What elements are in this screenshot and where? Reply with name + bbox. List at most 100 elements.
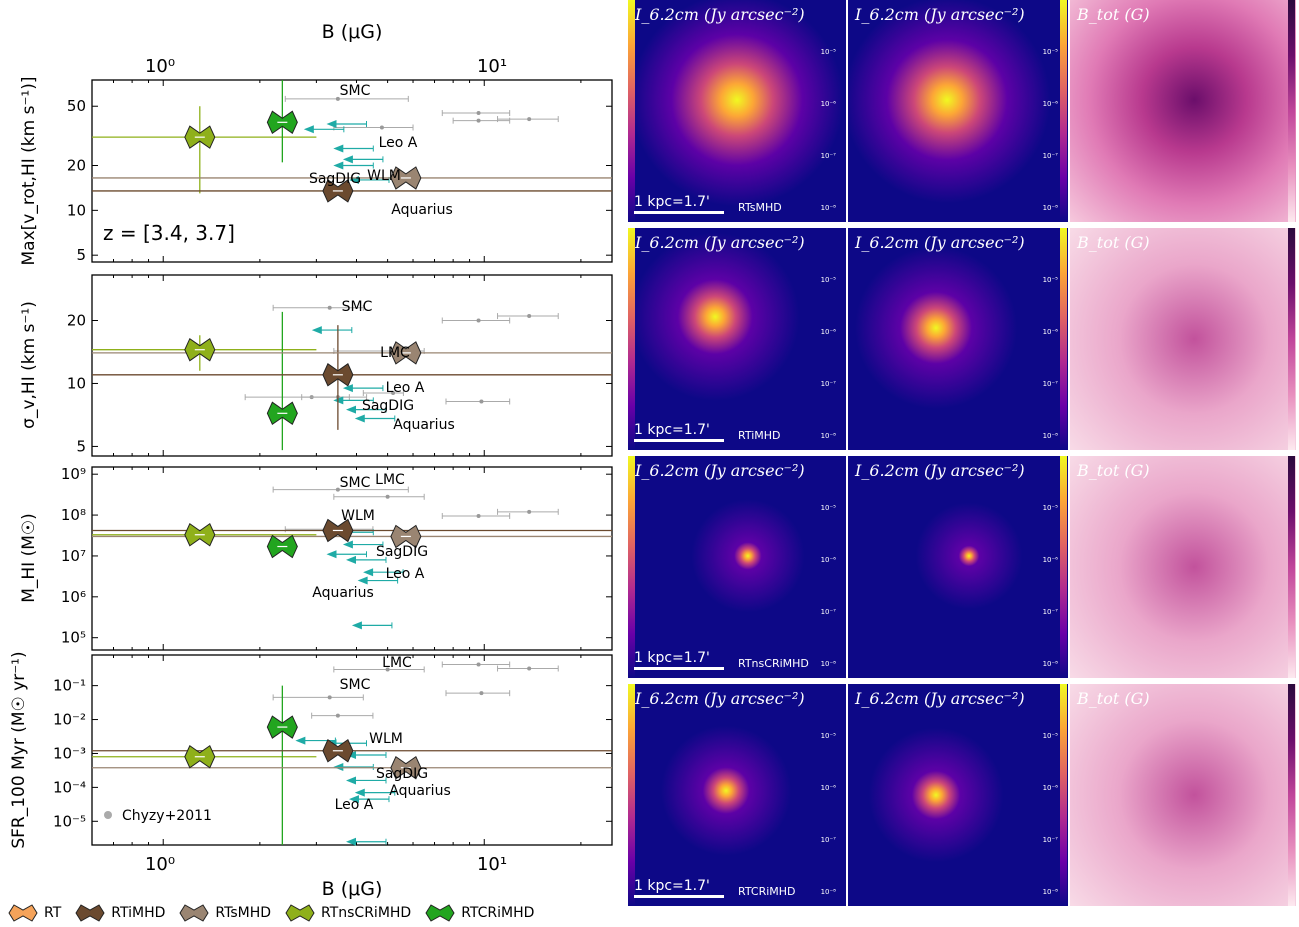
upper-limit-arrow — [342, 384, 353, 393]
colorbar-tick-label: 10⁻⁵ — [1042, 48, 1058, 56]
ytick-label: 10⁻⁴ — [53, 778, 86, 796]
map-title: I_6.2cm (Jy arcsec⁻²) — [855, 461, 1025, 480]
marker-RTiMHD — [322, 739, 354, 763]
colorbar-tick-label: 10⁻⁸ — [820, 204, 836, 212]
x-axis-title: B (μG) — [322, 878, 383, 900]
upper-limit-arrow — [348, 795, 359, 804]
colorbar — [1060, 456, 1067, 678]
xtick-label: 10⁰ — [145, 854, 175, 875]
colorbar-tick-label: 10⁻⁷ — [820, 380, 836, 388]
legend-marker-shape — [179, 904, 209, 922]
intensity-map: I_6.2cm (Jy arcsec⁻²) 10⁻⁵ 10⁻⁶ 10⁻⁷ 10⁻⁸ 1 k… — [628, 0, 846, 222]
colorbar-tick-label: 10⁻⁷ — [820, 608, 836, 616]
upper-limit-arrow — [357, 576, 368, 585]
legend-marker-shape — [8, 904, 38, 922]
xtick-label-top: 10⁰ — [145, 56, 175, 77]
colorbar-tick-label: 10⁻⁸ — [1042, 432, 1058, 440]
upper-limit-arrow — [345, 555, 356, 564]
colorbar — [1288, 228, 1295, 450]
legend-marker-shape — [285, 904, 315, 922]
obs-point — [335, 713, 340, 718]
intensity-map: I_6.2cm (Jy arcsec⁻²) 10⁻⁵ 10⁻⁶ 10⁻⁷ 10⁻⁸ 1 k… — [628, 684, 846, 906]
y-axis-title: σ_v,HI (km s⁻¹) — [19, 301, 39, 429]
btot-map: B_tot (G) — [1070, 684, 1296, 906]
ytick-label: 10⁻³ — [53, 744, 86, 762]
galaxy-label: SagDIG — [362, 398, 414, 414]
galaxy-label: WLM — [341, 508, 375, 524]
upper-limit-arrow — [354, 788, 365, 797]
obs-point — [327, 695, 332, 700]
galaxy-label: LMC — [380, 345, 410, 361]
legend-item: RTCRiMHD — [425, 904, 534, 922]
legend-marker-shape — [75, 904, 105, 922]
ytick-label: 20 — [67, 157, 86, 175]
legend-label: RTiMHD — [111, 905, 166, 921]
legend-marker — [285, 904, 315, 922]
obs-point — [479, 399, 484, 404]
marker-RTnsCRiMHD — [184, 522, 216, 547]
obs-point — [527, 666, 532, 671]
galaxy-label: LMC — [375, 472, 405, 488]
obs-point — [385, 494, 390, 499]
run-label: RTiMHD — [738, 429, 781, 442]
x-axis-title-top: B (μG) — [322, 21, 383, 43]
upper-limit-arrow — [345, 405, 356, 414]
scale-bar: 1 kpc=1.7' — [634, 194, 724, 214]
xtick-label-top: 10¹ — [477, 56, 507, 77]
obs-point — [335, 96, 340, 101]
scale-bar: 1 kpc=1.7' — [634, 878, 724, 898]
scale-bar-line — [634, 895, 724, 898]
ytick-label: 10⁻⁵ — [53, 812, 86, 830]
obs-point — [527, 117, 532, 122]
galaxy-label: SagDIG — [376, 544, 428, 560]
run-label: RTsMHD — [738, 201, 782, 214]
galaxy-label: WLM — [367, 168, 401, 184]
map-title: B_tot (G) — [1077, 5, 1150, 24]
panel-sigma: 5 10 20 — [67, 274, 613, 457]
colorbar-tick-label: 10⁻⁵ — [820, 732, 836, 740]
colorbar — [628, 228, 635, 450]
marker-RTCRiMHD — [266, 401, 298, 426]
marker-RTCRiMHD — [266, 715, 298, 739]
legend-item: RTiMHD — [75, 904, 165, 922]
obs-point — [385, 667, 390, 672]
galaxy-label: Aquarius — [391, 202, 452, 218]
colorbar-tick-label: 10⁻⁸ — [820, 432, 836, 440]
ytick-label: 10⁵ — [61, 629, 86, 647]
legend-label: RTnsCRiMHD — [321, 905, 412, 921]
colorbar-tick-label: 10⁻⁷ — [1042, 152, 1058, 160]
scale-bar-label: 1 kpc=1.7' — [634, 194, 710, 210]
map-title: I_6.2cm (Jy arcsec⁻²) — [635, 5, 805, 24]
scale-bar-label: 1 kpc=1.7' — [634, 422, 710, 438]
ytick-label: 10⁶ — [61, 588, 86, 606]
colorbar-tick-label: 10⁻⁷ — [1042, 836, 1058, 844]
colorbar — [1288, 684, 1295, 906]
legend-marker — [425, 904, 455, 922]
galaxy-label: WLM — [369, 731, 403, 747]
colorbar-tick-label: 10⁻⁶ — [820, 556, 836, 564]
marker-RTsMHD — [390, 524, 422, 549]
panel-frame — [91, 79, 613, 263]
map-title: I_6.2cm (Jy arcsec⁻²) — [635, 233, 805, 252]
run-label: RTCRiMHD — [738, 885, 796, 898]
obs-point — [476, 662, 481, 667]
marker-RTiMHD — [322, 363, 354, 387]
marker-RTiMHD — [322, 518, 354, 543]
marker-RTnsCRiMHD — [184, 337, 216, 362]
obs-point — [335, 487, 340, 492]
galaxy-label: Leo A — [386, 566, 425, 582]
upper-limit-arrow — [311, 326, 322, 335]
colorbar-tick-label: 10⁻⁵ — [1042, 732, 1058, 740]
colorbar-tick-label: 10⁻⁷ — [820, 836, 836, 844]
figure-legend: RT RTiMHD RTsMHD RTnsCRiMHD RTCRiMHD — [8, 902, 534, 924]
upper-limit-arrow — [354, 414, 365, 423]
legend-item: RTnsCRiMHD — [285, 904, 411, 922]
legend-label: RTCRiMHD — [461, 905, 535, 921]
scale-bar-label: 1 kpc=1.7' — [634, 650, 710, 666]
upper-limit-arrow — [295, 736, 306, 745]
btot-map: B_tot (G) — [1070, 228, 1296, 450]
map-title: I_6.2cm (Jy arcsec⁻²) — [635, 689, 805, 708]
galaxy-label: SMC — [340, 475, 371, 491]
intensity-map: I_6.2cm (Jy arcsec⁻²) 10⁻⁵ 10⁻⁶ 10⁻⁷ 10⁻⁸ 1 k… — [628, 456, 846, 678]
ytick-label: 5 — [76, 437, 86, 455]
